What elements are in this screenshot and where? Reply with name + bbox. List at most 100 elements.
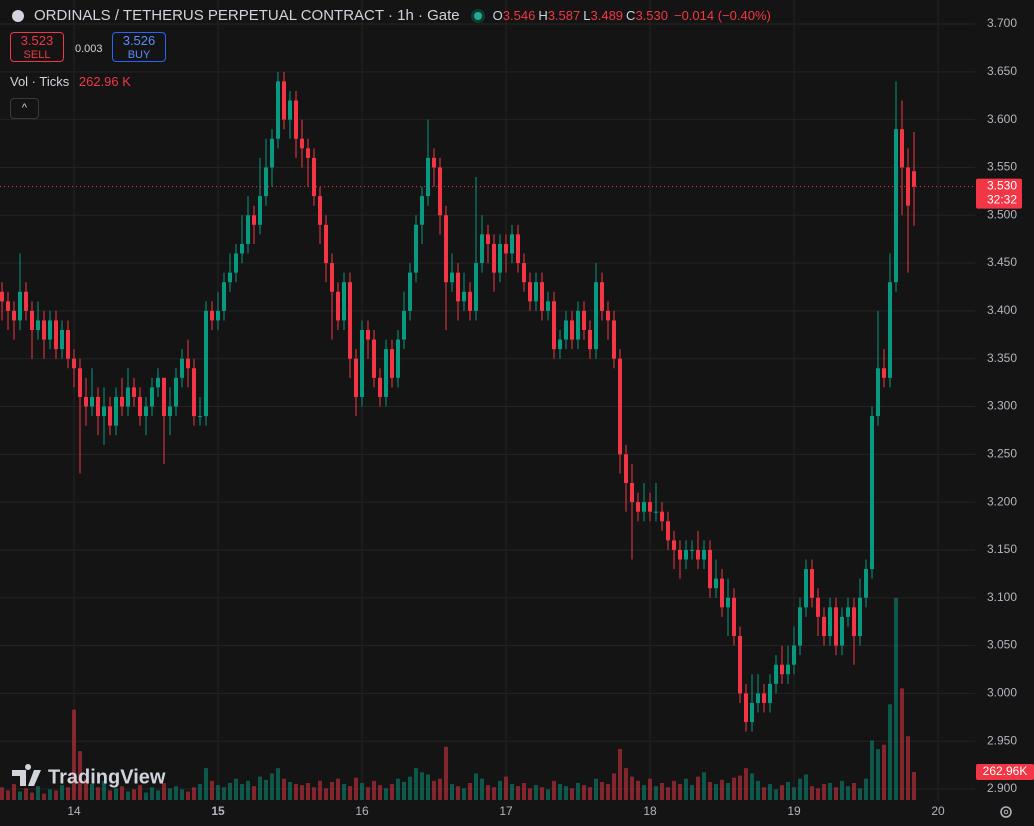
axes: 2.900 2.950 3.000 3.050 3.100 3.150 3.200 3.250… (0, 16, 1034, 818)
candle-body (102, 406, 106, 417)
volume-bar (822, 784, 826, 800)
volume-bar (510, 784, 514, 800)
volume-bar (426, 774, 430, 800)
volume-bar (174, 786, 178, 800)
volume-bar (168, 788, 172, 800)
volume-bar (18, 791, 22, 800)
candle-body (558, 339, 562, 350)
volume-bar (186, 791, 190, 800)
volume-bar (738, 775, 742, 800)
status-dot (473, 11, 482, 20)
volume-bar (606, 784, 610, 800)
candle-body (822, 616, 826, 637)
buy-price[interactable]: 3.526 (122, 33, 156, 48)
brand-logo: TradingView (12, 764, 166, 788)
volume-bar (840, 780, 844, 800)
header: ORDINALS / TETHERUS PERPETUAL CONTRACT ·… (10, 7, 771, 24)
volume-bar (366, 787, 370, 800)
volume-bar (390, 784, 394, 800)
volume-bar (462, 788, 466, 800)
settings-gear[interactable] (1000, 806, 1012, 818)
ohlc-key: L (583, 8, 591, 23)
volume-bar (138, 785, 142, 800)
ohlc-value: 3.489 (590, 8, 624, 23)
candle-body (288, 100, 292, 120)
y-tick-label: 3.250 (987, 446, 1017, 460)
y-tick-label: 2.900 (987, 781, 1017, 795)
volume-bar (474, 773, 478, 800)
candle-body (870, 416, 874, 570)
volume-bar (594, 778, 598, 800)
volume-bar (408, 776, 412, 800)
candle-body (594, 282, 598, 350)
candle-body (648, 502, 652, 512)
candle-body (510, 234, 514, 254)
candle-body (354, 358, 358, 397)
volume-bar (858, 788, 862, 800)
candle-body (12, 310, 16, 321)
buy-button[interactable]: 3.526 BUY (112, 32, 166, 62)
candle-body (252, 215, 256, 225)
volume-bar (378, 785, 382, 800)
volume-bar (558, 784, 562, 800)
volume-bar (456, 786, 460, 800)
volume-bar (300, 785, 304, 800)
y-tick-label: 3.450 (987, 255, 1017, 269)
last-price-label: 3.530 (987, 179, 1017, 193)
candle-body (84, 396, 88, 407)
volume-bars (0, 598, 916, 800)
candle-body (78, 368, 82, 397)
volume-bar (444, 746, 448, 800)
countdown: 32:32 (987, 193, 1017, 207)
volume-bar (600, 781, 604, 800)
candle-body (546, 301, 550, 311)
candle-body (732, 597, 736, 637)
sell-button[interactable]: 3.523 SELL (10, 32, 64, 62)
candle-body (438, 167, 442, 216)
volume-bar (792, 787, 796, 800)
sell-label[interactable]: SELL (23, 49, 51, 61)
candle-body (318, 196, 322, 225)
buy-label[interactable]: BUY (127, 49, 151, 61)
volume-bar (894, 598, 898, 800)
volume-bar (288, 781, 292, 800)
settings-center[interactable] (1003, 809, 1009, 815)
candle-body (504, 243, 508, 254)
candle-body (126, 387, 130, 407)
volume-bar (324, 788, 328, 800)
volume-bar (132, 789, 136, 800)
volume-bar (468, 782, 472, 800)
volume-bar (432, 780, 436, 800)
volume-bar (564, 786, 568, 800)
candle-body (660, 511, 664, 522)
y-tick-label: 2.950 (987, 733, 1017, 747)
candle-body (300, 138, 304, 149)
candle-body (564, 320, 568, 340)
candle-body (810, 569, 814, 598)
volume-bar (834, 787, 838, 800)
candle-body (264, 167, 268, 197)
candle-body (726, 597, 730, 608)
collapse-button[interactable]: ^ (10, 98, 39, 119)
volume-bar (642, 785, 646, 800)
candle-body (612, 320, 616, 359)
y-tick-label: 3.400 (987, 303, 1017, 317)
candle-body (246, 215, 250, 244)
candle-body (6, 301, 10, 311)
candle-body (756, 693, 760, 703)
sell-price[interactable]: 3.523 (20, 33, 54, 48)
candle-body (360, 330, 364, 397)
candle-body (402, 310, 406, 340)
candle-body (348, 282, 352, 359)
volume-bar (576, 782, 580, 800)
volume-bar (294, 784, 298, 800)
volume-bar (78, 751, 82, 800)
candle-body (330, 263, 334, 292)
volume-bar (12, 784, 16, 800)
volume-bar (672, 780, 676, 800)
candle-body (222, 282, 226, 311)
volume-bar (690, 785, 694, 800)
settings-icon[interactable] (1000, 806, 1012, 818)
volume-bar (666, 787, 670, 800)
